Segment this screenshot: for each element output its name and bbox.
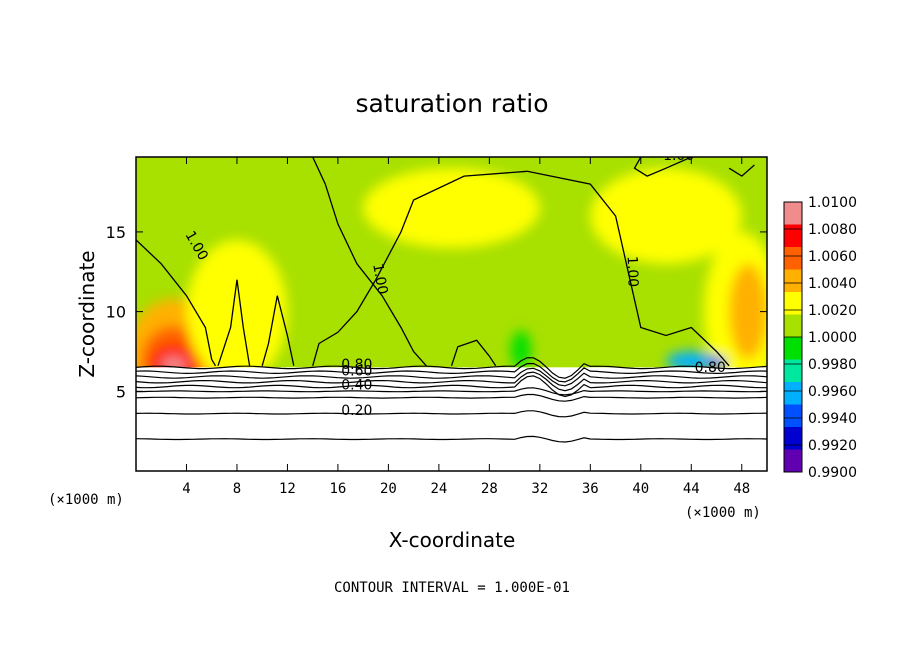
contour-label: 1.00 [663, 148, 694, 164]
x-axis-label: X-coordinate [389, 528, 516, 552]
y-axis-label: Z-coordinate [75, 250, 99, 377]
colorbar-segment [784, 359, 802, 383]
contour-line-1.00 [633, 157, 692, 177]
chart-title: saturation ratio [355, 89, 548, 118]
colorbar-segment [784, 292, 802, 315]
contour-label: 1.00 [369, 262, 390, 295]
saturation-field [136, 157, 767, 471]
field-blob [590, 168, 742, 264]
y-axis-ticks: 5 10 15 [106, 223, 767, 401]
contour-line [136, 435, 767, 443]
colorbar-segment [784, 404, 802, 428]
contour-label: 0.80 [341, 357, 372, 373]
plot-area: 1.001.00 1.001.000.800.600.400.200.80 [136, 148, 767, 471]
colorbar-label: 0.9960 [808, 384, 857, 400]
x-axis-ticks: 4 8 12 16 20 24 28 32 36 40 44 48 [182, 157, 750, 497]
contour-line-1.00 [312, 170, 730, 367]
colorbar-label: 0.9980 [808, 357, 857, 373]
colorbar-segment [784, 314, 802, 338]
contour-line [136, 375, 767, 398]
x-tick-label: 12 [279, 481, 296, 497]
colorbar-segment [784, 449, 802, 473]
y-tick-label: 15 [106, 223, 126, 242]
colorbar-segment [784, 427, 802, 450]
colorbar-label: 1.0100 [808, 195, 857, 211]
field-blob [706, 356, 727, 369]
colorbar-label: 1.0000 [808, 330, 857, 346]
x-tick-label: 8 [233, 481, 241, 497]
x-tick-label: 44 [683, 481, 700, 497]
colorbar-label: 0.9940 [808, 411, 857, 427]
x-tick-label: 16 [329, 481, 346, 497]
contour-lines [136, 157, 767, 443]
contour-line-1.00 [136, 239, 217, 367]
contour-line-1.00 [261, 295, 295, 366]
plot-frame [135, 156, 768, 472]
x-tick-label: 28 [481, 481, 498, 497]
contour-line-1.00 [728, 164, 755, 177]
x-unit-right: (×1000 m) [685, 505, 761, 521]
colorbar-label: 0.9900 [808, 465, 857, 481]
y-tick-label: 10 [106, 303, 126, 322]
x-unit-left: (×1000 m) [48, 492, 124, 508]
field-blob [363, 168, 540, 248]
contour-line [136, 362, 767, 383]
colorbar-segment [784, 224, 802, 248]
contour-label: 0.40 [341, 378, 372, 394]
colorbar-label: 1.0020 [808, 303, 857, 319]
x-tick-label: 4 [182, 481, 190, 497]
x-tick-label: 48 [733, 481, 750, 497]
x-tick-label: 32 [531, 481, 548, 497]
colorbar-segment [784, 202, 802, 225]
x-tick-label: 20 [380, 481, 397, 497]
x-tick-label: 40 [632, 481, 649, 497]
contour-label: 0.60 [341, 363, 372, 379]
colorbar-label: 1.0080 [808, 222, 857, 238]
colorbar-label: 1.0040 [808, 276, 857, 292]
contour-line [136, 393, 767, 402]
x-tick-label: 36 [582, 481, 599, 497]
subsaturated-region [136, 367, 767, 471]
colorbar: 1.0100 1.0080 1.0060 1.0040 1.0020 1.0000 0.99… [783, 195, 857, 481]
colorbar-segment [784, 269, 802, 293]
colorbar-segment [784, 247, 802, 270]
field-blob [729, 263, 767, 360]
contour-line-1.00 [312, 157, 427, 367]
contour-label: 0.20 [341, 403, 372, 419]
contour-line-1.00 [450, 339, 497, 367]
contour-line [136, 387, 767, 396]
y-tick-label: 5 [116, 382, 126, 401]
contour-line [136, 367, 767, 387]
colorbar-label: 0.9920 [808, 438, 857, 454]
contour-label: 0.80 [695, 360, 726, 376]
colorbar-segment [784, 337, 802, 360]
contour-label: 1.00 [624, 256, 641, 288]
contour-line [136, 357, 767, 379]
contour-line [136, 410, 767, 418]
colorbar-label: 1.0060 [808, 249, 857, 265]
colorbar-segment [784, 382, 802, 405]
contour-line [136, 371, 767, 392]
contour-line-1.00 [217, 279, 251, 367]
field-blob [510, 330, 532, 369]
field-blob [186, 239, 288, 384]
x-tick-label: 24 [430, 481, 447, 497]
contour-interval-note: CONTOUR INTERVAL = 1.000E-01 [334, 580, 570, 596]
